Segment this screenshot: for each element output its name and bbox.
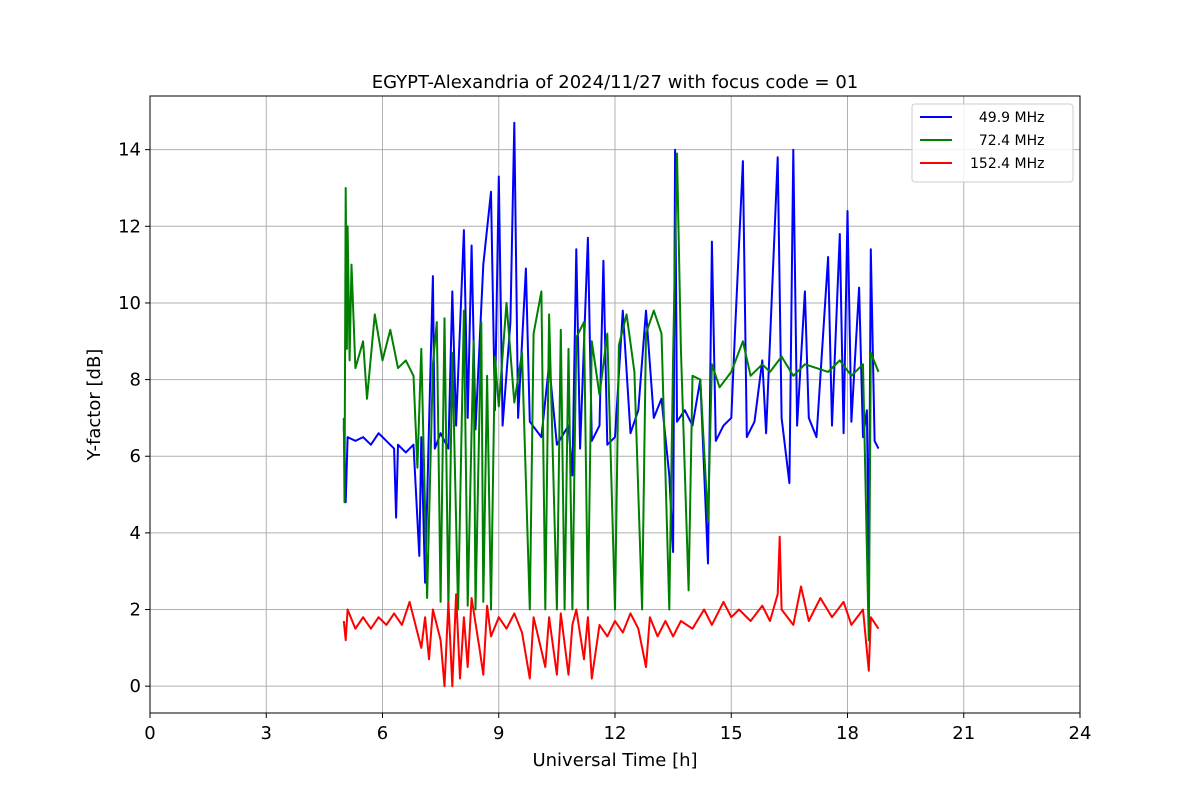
chart-title: EGYPT-Alexandria of 2024/11/27 with focu… [372, 72, 859, 93]
x-tick-label: 21 [952, 723, 975, 744]
x-tick-label: 12 [604, 723, 627, 744]
y-tick-label: 12 [118, 216, 141, 237]
legend-label: 49.9 MHz [970, 110, 1044, 126]
y-tick-label: 0 [130, 676, 141, 697]
series-layer [342, 121, 880, 688]
legend-label: 72.4 MHz [970, 133, 1044, 149]
series-line-0 [342, 121, 880, 584]
x-tick-label: 18 [836, 723, 859, 744]
x-tick-label: 3 [261, 723, 272, 744]
y-tick-label: 8 [130, 370, 141, 391]
series-line-2 [342, 535, 880, 688]
x-tick-label: 0 [144, 723, 155, 744]
x-axis-label: Universal Time [h] [532, 750, 697, 771]
legend-box [911, 103, 1074, 183]
y-tick-label: 6 [130, 446, 141, 467]
y-axis-label: Y-factor [dB] [84, 349, 105, 462]
x-tick-label: 6 [377, 723, 388, 744]
x-tick-label: 15 [720, 723, 743, 744]
x-tick-label: 24 [1069, 723, 1092, 744]
x-tick-label: 9 [493, 723, 504, 744]
y-tick-label: 4 [130, 523, 141, 544]
y-tick-label: 14 [118, 140, 141, 161]
legend: 49.9 MHz 72.4 MHz 152.4 MHz [911, 103, 1074, 183]
y-tick-label: 10 [118, 293, 141, 314]
y-tick-label: 2 [130, 600, 141, 621]
series-line-1 [342, 152, 880, 642]
legend-label: 152.4 MHz [970, 156, 1044, 172]
